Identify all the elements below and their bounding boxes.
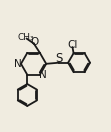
Text: N: N <box>39 70 47 80</box>
Text: O: O <box>30 37 39 47</box>
Text: Cl: Cl <box>67 40 78 50</box>
Text: CH₃: CH₃ <box>17 33 34 42</box>
Text: N: N <box>14 59 22 69</box>
Text: S: S <box>55 52 62 65</box>
